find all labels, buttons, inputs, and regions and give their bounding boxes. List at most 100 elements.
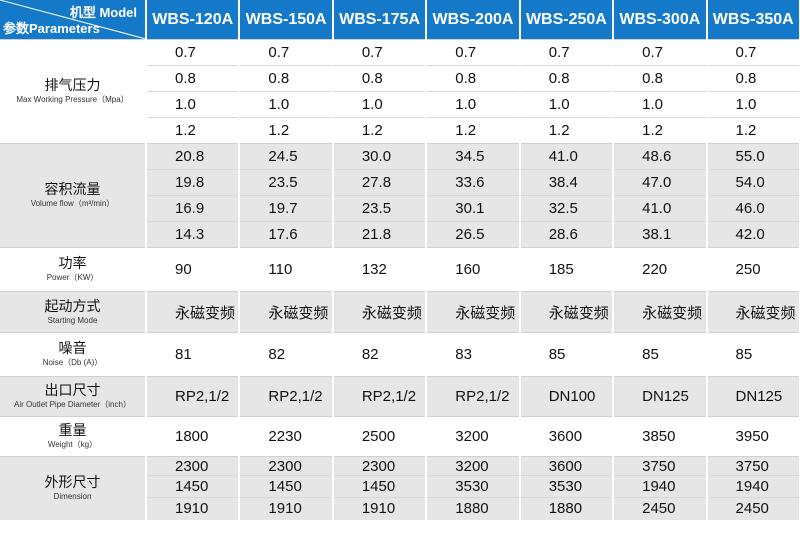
value-cell: 16.9 <box>146 195 241 222</box>
param-label-cell: 外形尺寸 Dimension <box>0 456 147 520</box>
value-cell: 42.0 <box>706 221 800 248</box>
value-cell: 24.5 <box>239 143 334 170</box>
param-label-cell: 功率 Power（KW） <box>0 247 147 292</box>
value-cell: 永磁变频 <box>239 291 334 333</box>
value-cell: 0.8 <box>239 65 334 92</box>
value-cell: RP2,1/2 <box>146 376 241 417</box>
value-cell: 3200 <box>426 456 521 476</box>
value-cell: DN125 <box>706 376 800 417</box>
value-cell: 3530 <box>519 475 615 498</box>
value-cell: 3950 <box>706 416 800 457</box>
value-cell: DN125 <box>613 376 708 417</box>
param-name-en: Max Working Pressure（Mpa） <box>16 95 129 104</box>
table-row: 起动方式 Starting Mode 永磁变频 永磁变频 永磁变频 永磁变频 永磁变频 永磁变… <box>0 291 800 333</box>
value-cell: 0.8 <box>519 65 615 92</box>
param-name-zh: 排气压力 <box>44 77 101 93</box>
param-name-en: Noise（Db (A)） <box>42 358 103 367</box>
value-cell: 185 <box>519 247 615 292</box>
value-cell: 132 <box>332 247 428 292</box>
value-cell: 41.0 <box>519 143 615 170</box>
value-cell: 1910 <box>239 497 334 520</box>
value-cell: 2300 <box>332 456 428 476</box>
value-cell: 1.0 <box>146 91 241 118</box>
value-cell: 0.7 <box>519 39 615 66</box>
value-cell: 0.8 <box>146 65 241 92</box>
diagonal-divider <box>0 0 146 39</box>
value-cell: 0.7 <box>613 39 708 66</box>
model-header: WBS-120A <box>146 0 241 40</box>
value-cell: 1.2 <box>239 117 334 144</box>
value-cell: 2230 <box>239 416 334 457</box>
value-cell: 1.2 <box>706 117 800 144</box>
value-cell: 30.1 <box>426 195 521 222</box>
value-cell: 81 <box>146 332 241 377</box>
table-row: 16.9 19.7 23.5 30.1 32.5 41.0 46.0 <box>0 195 800 222</box>
value-cell: 1940 <box>613 475 708 498</box>
param-name-en: Starting Mode <box>47 315 98 325</box>
table-row: 19.8 23.5 27.8 33.6 38.4 47.0 54.0 <box>0 169 800 196</box>
value-cell: 3600 <box>519 456 615 476</box>
value-cell: 0.7 <box>426 39 521 66</box>
value-cell: 41.0 <box>613 195 708 222</box>
model-header: WBS-250A <box>519 0 615 40</box>
param-name-en: Air Outlet Pipe Diameter（inch） <box>14 400 131 409</box>
model-header: WBS-350A <box>706 0 800 40</box>
value-cell: 160 <box>426 247 521 292</box>
value-cell: RP2,1/2 <box>239 376 334 417</box>
value-cell: 33.6 <box>426 169 521 196</box>
param-name-zh: 外形尺寸 <box>44 473 101 490</box>
value-cell: 38.1 <box>613 221 708 248</box>
value-cell: 20.8 <box>146 143 241 170</box>
value-cell: 0.7 <box>146 39 241 66</box>
spec-table: 机型 Model 参数Parameters WBS-120A WBS-150A … <box>0 0 800 520</box>
value-cell: 2500 <box>332 416 428 457</box>
value-cell: 永磁变频 <box>706 291 800 333</box>
value-cell: 1940 <box>706 475 800 498</box>
param-label-cell: 容积流量 Volume flow（m³/min） <box>0 143 147 248</box>
value-cell: 1.0 <box>239 91 334 118</box>
value-cell: 3530 <box>426 475 521 498</box>
header-row: 机型 Model 参数Parameters WBS-120A WBS-150A … <box>0 0 800 40</box>
value-cell: 250 <box>706 247 800 292</box>
value-cell: 85 <box>613 332 708 377</box>
value-cell: 30.0 <box>332 143 428 170</box>
value-cell: 3750 <box>613 456 708 476</box>
value-cell: 14.3 <box>146 221 241 248</box>
value-cell: 1.0 <box>332 91 428 118</box>
value-cell: 220 <box>613 247 708 292</box>
param-name-zh: 起动方式 <box>44 297 101 314</box>
table-row: 14.3 17.6 21.8 26.5 28.6 38.1 42.0 <box>0 221 800 248</box>
value-cell: 48.6 <box>613 143 708 170</box>
value-cell: 1800 <box>146 416 241 457</box>
table-row: 出口尺寸 Air Outlet Pipe Diameter（inch） RP2,1/… <box>0 376 800 417</box>
value-cell: 1450 <box>332 475 428 498</box>
param-label-cell: 起动方式 Starting Mode <box>0 291 147 333</box>
param-label-cell: 噪音 Noise（Db (A)） <box>0 332 147 377</box>
value-cell: 3750 <box>706 456 800 476</box>
value-cell: 23.5 <box>332 195 428 222</box>
value-cell: 19.7 <box>239 195 334 222</box>
model-header: WBS-200A <box>426 0 521 40</box>
param-label-cell: 重量 Weight（kg） <box>0 416 147 457</box>
value-cell: 46.0 <box>706 195 800 222</box>
value-cell: 永磁变频 <box>146 291 241 333</box>
value-cell: 82 <box>239 332 334 377</box>
value-cell: 1.0 <box>519 91 615 118</box>
value-cell: 1.2 <box>146 117 241 144</box>
value-cell: 1880 <box>426 497 521 520</box>
value-cell: 永磁变频 <box>332 291 428 333</box>
param-name-en: Power（KW） <box>46 273 99 282</box>
param-name-zh: 出口尺寸 <box>44 382 101 398</box>
value-cell: 0.8 <box>332 65 428 92</box>
table-row: 功率 Power（KW） 90 110 132 160 185 220 250 <box>0 247 800 292</box>
table-row: 外形尺寸 Dimension 2300 2300 2300 3200 3600 3750 375… <box>0 456 800 520</box>
value-cell: 21.8 <box>332 221 428 248</box>
param-name-en: Weight（kg） <box>47 440 98 449</box>
table-body: 排气压力 Max Working Pressure（Mpa） 0.7 0.7 0.7 0.… <box>0 39 800 520</box>
value-cell: 0.8 <box>706 65 800 92</box>
param-name-zh: 噪音 <box>58 340 87 356</box>
value-cell: 27.8 <box>332 169 428 196</box>
value-cell: 1.2 <box>332 117 428 144</box>
value-cell: 90 <box>146 247 241 292</box>
value-cell: 1880 <box>519 497 615 520</box>
